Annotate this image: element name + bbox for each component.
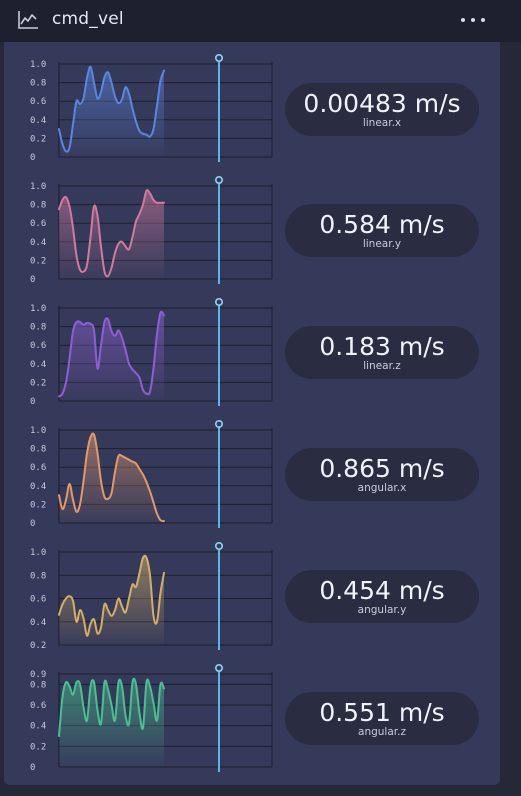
y-tick-label: 1.0 [30,548,46,558]
value-label: angular.x [357,482,407,494]
series-area [59,311,164,401]
y-tick-label: 0 [30,763,35,773]
plot-panel: 1.0 0.8 0.6 0.4 0.2 0 0.00483 m/s linear.x 1.0 0.… [4,42,500,785]
panel-title: cmd_vel [52,9,124,29]
y-tick-label: 0 [30,153,35,163]
y-tick-label: 0.6 [30,595,46,605]
series-line [58,432,165,523]
y-tick-label: 0.4 [30,360,46,370]
y-tick-label: 0.4 [30,116,46,126]
series-line [58,189,165,278]
value-label: linear.z [363,360,401,372]
value-label: linear.x [362,117,402,129]
value-pill-linear-y: 0.584 m/s linear.y [285,204,479,257]
y-tick-label: 1.0 [30,60,46,70]
plot-linear-x: 1.0 0.8 0.6 0.4 0.2 0 [30,54,273,163]
y-tick-label: 0.2 [30,641,46,651]
y-tick-label: 0.4 [30,618,46,628]
value-pill-linear-z: 0.183 m/s linear.z [285,326,479,379]
y-tick-label: 0.2 [30,742,46,752]
series-line [58,65,165,153]
plot-linear-z: 1.0 0.8 0.6 0.4 0.2 0 [30,298,273,407]
y-tick-label: 0 [30,275,35,285]
y-tick-label: 0.8 [30,201,46,211]
y-tick-label: 1.0 [30,304,46,314]
y-tick-label: 0.8 [30,323,46,333]
cursor-handle[interactable] [215,542,224,551]
y-tick-label: 0.2 [30,256,46,266]
line-chart-icon [18,11,38,29]
y-tick-label: 0.4 [30,238,46,248]
series-line [58,310,165,398]
y-tick-label: 0.8 [30,571,46,581]
value-pill-angular-z: 0.551 m/s angular.z [285,692,479,745]
y-tick-label: 0 [30,519,35,529]
series-area [59,433,164,523]
y-tick-label: 0.4 [30,722,46,732]
series-area [59,190,164,279]
value-readout: 0.551 m/s [319,698,445,727]
cursor-handle[interactable] [215,298,224,307]
value-label: linear.y [362,238,402,250]
cursor-handle[interactable] [215,664,224,673]
y-tick-label: 0.2 [30,378,46,388]
y-tick-label: 0.6 [30,219,46,229]
cursor-handle[interactable] [215,54,224,63]
y-tick-label: 0.9 [30,670,46,680]
y-tick-label: 0.6 [30,463,46,473]
y-tick-label: 0.4 [30,482,46,492]
y-tick-label: 0.8 [30,445,46,455]
value-label: angular.y [357,604,407,616]
plot-angular-x: 1.0 0.8 0.6 0.4 0.2 0 [30,420,273,529]
y-tick-label: 0.8 [30,79,46,89]
value-pill-angular-y: 0.454 m/s angular.y [285,570,479,623]
series-area [59,555,164,645]
y-tick-label: 0.8 [30,680,46,690]
value-readout: 0.584 m/s [319,210,445,239]
value-pill-angular-x: 0.865 m/s angular.x [285,448,479,501]
series-line [58,677,165,737]
series-line [58,554,165,637]
panel-header: cmd_vel [0,0,521,42]
y-tick-label: 0.2 [30,134,46,144]
plot-row-angular-z: 0.9 0.8 0.6 0.4 0.2 0 0.551 m/s angular.z [4,660,500,782]
value-readout: 0.183 m/s [319,332,445,361]
more-options-button[interactable] [461,12,485,28]
value-readout: 0.00483 m/s [303,89,461,118]
y-tick-label: 0.6 [30,701,46,711]
more-horizontal-icon [461,18,465,22]
value-label: angular.z [358,726,406,738]
plot-angular-y: 1.0 0.8 0.6 0.4 0.2 [30,542,273,651]
plot-angular-z: 0.90.8 0.6 0.4 0.2 0 [30,664,273,773]
y-tick-label: 0.6 [30,97,46,107]
bottom-strip [0,785,521,796]
y-tick-label: 1.0 [30,182,46,192]
y-tick-label: 0.6 [30,341,46,351]
y-tick-label: 0.2 [30,500,46,510]
cursor-handle[interactable] [215,176,224,185]
y-tick-label: 1.0 [30,426,46,436]
plot-row-linear-z: 1.0 0.8 0.6 0.4 0.2 0 0.183 m/s linear.z [4,294,500,416]
value-pill-linear-x: 0.00483 m/s linear.x [285,83,479,136]
plot-row-angular-y: 1.0 0.8 0.6 0.4 0.2 0.454 m/s angular.y [4,538,500,660]
plot-row-linear-y: 1.0 0.8 0.6 0.4 0.2 0 0.584 m/s linear.y [4,172,500,294]
cursor-handle[interactable] [215,420,224,429]
plot-row-linear-x: 1.0 0.8 0.6 0.4 0.2 0 0.00483 m/s linear.x [4,50,500,172]
value-readout: 0.865 m/s [319,454,445,483]
value-readout: 0.454 m/s [319,576,445,605]
plot-row-angular-x: 1.0 0.8 0.6 0.4 0.2 0 0.865 m/s angular.x [4,416,500,538]
plot-linear-y: 1.0 0.8 0.6 0.4 0.2 0 [30,176,273,285]
y-tick-label: 0 [30,397,35,407]
